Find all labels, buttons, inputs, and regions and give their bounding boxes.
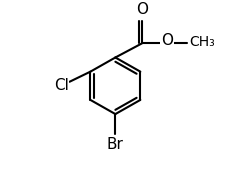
Text: O: O xyxy=(160,33,172,48)
Text: Br: Br xyxy=(106,137,123,152)
Text: Cl: Cl xyxy=(54,78,68,93)
Text: CH₃: CH₃ xyxy=(189,35,214,49)
Text: O: O xyxy=(135,2,147,17)
